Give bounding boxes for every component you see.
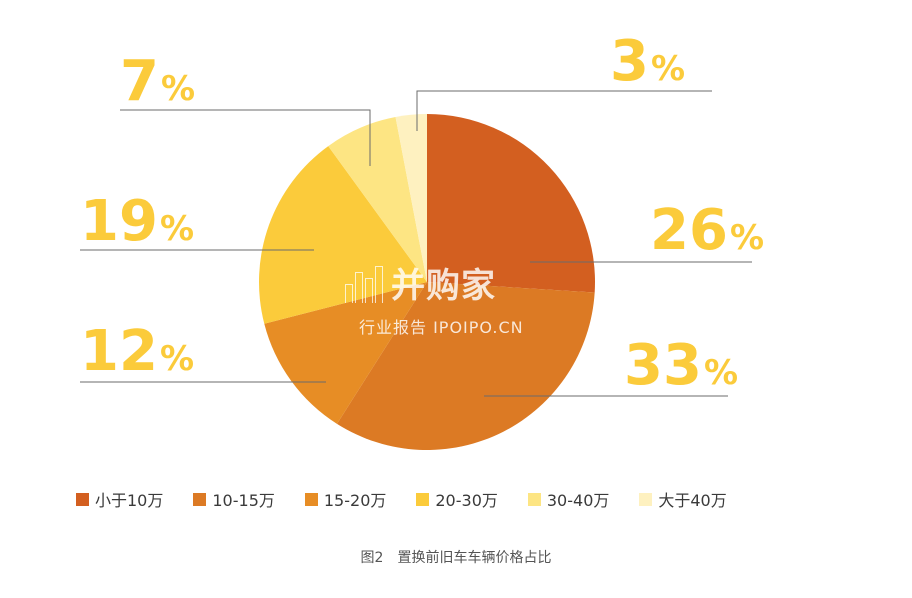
leader-line-大于40万 [416,90,712,131]
legend-item: 大于40万 [639,487,727,511]
pie-slice-小于10万 [427,114,596,293]
pie-slice-15-20万 [264,282,427,424]
legend-label: 10-15万 [212,491,275,510]
legend-label: 20-30万 [435,491,498,510]
legend-item: 20-30万 [416,487,498,511]
data-label-15-20万: 12% [80,319,194,384]
legend-item: 30-40万 [527,487,610,511]
data-label-30-40万: 7% [120,49,195,114]
data-label-10-15万: 33% [624,333,738,398]
legend-swatch [193,492,207,506]
chart-legend: 小于10万 10-15万 15-20万 20-30万 30-40万 大于40万 [76,487,757,511]
data-label-大于40万: 3% [610,29,685,94]
legend-item: 10-15万 [193,487,275,511]
pie-slice-10-15万 [336,282,595,451]
legend-swatch [527,492,541,506]
pie-slice-30-40万 [328,116,427,282]
legend-label: 大于40万 [658,491,727,510]
chart-caption: 图2 置换前旧车车辆价格占比 [360,550,552,566]
legend-item: 小于10万 [76,487,163,511]
data-label-小于10万: 26% [650,198,764,263]
legend-label: 15-20万 [323,491,387,510]
pie-slice-20-30万 [259,146,427,324]
legend-swatch [76,492,89,506]
legend-label: 30-40万 [546,491,610,510]
legend-swatch [416,492,430,506]
legend-swatch [304,492,318,506]
leader-line-30-40万 [120,109,371,166]
legend-swatch [639,492,653,506]
legend-label: 小于10万 [95,491,164,510]
legend-item: 15-20万 [304,487,387,511]
data-label-20-30万: 19% [80,189,194,254]
pie-slice-大于40万 [395,114,427,282]
